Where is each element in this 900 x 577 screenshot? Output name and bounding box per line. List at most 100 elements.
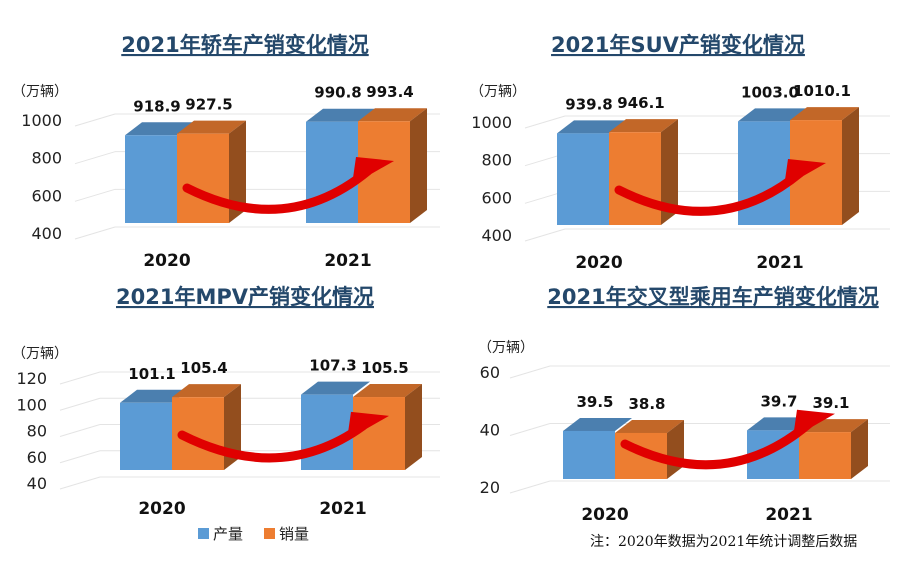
bar-production [557, 120, 626, 225]
gridline [59, 424, 101, 437]
x-category-label: 2020 [143, 251, 190, 271]
bar-top-face [790, 107, 859, 121]
trend-arrow-icon [182, 166, 373, 214]
bar-production [120, 389, 189, 470]
legend-swatch-production [198, 528, 209, 539]
bar-top-face [306, 108, 375, 122]
bar-front-face [306, 121, 358, 223]
data-label: 107.3 [309, 357, 356, 375]
gridline [509, 423, 551, 436]
gridline [509, 365, 551, 379]
data-label: 1010.1 [793, 82, 851, 100]
chart-title: 2021年MPV产销变化情况 [116, 285, 374, 309]
gridline [59, 476, 101, 490]
bar-side-face [851, 419, 868, 479]
x-category-label: 2020 [581, 505, 628, 525]
bar-top-face [301, 381, 370, 395]
bar-front-face [120, 402, 172, 470]
bar-side-face [661, 119, 678, 225]
bar-sales [353, 384, 422, 470]
chart-title: 2021年交叉型乘用车产销变化情况 [547, 285, 878, 309]
bar-side-face [229, 120, 246, 223]
data-label: 946.1 [617, 94, 664, 112]
bar-front-face [557, 133, 609, 225]
gridline [74, 226, 116, 240]
trend-arrow-icon [177, 421, 368, 463]
chart-panel: 2021年交叉型乘用车产销变化情况 （万辆） 60 40 20 39.5 38.8 2020 3… [478, 285, 890, 525]
x-category-label: 2021 [756, 253, 803, 273]
gridline [74, 151, 116, 165]
bar-top-face [177, 120, 246, 134]
gridline [59, 450, 101, 464]
y-tick-label: 100 [16, 395, 47, 414]
bar-front-face [125, 135, 177, 223]
gridline [59, 371, 101, 385]
bar-front-face [563, 430, 615, 479]
gridline [74, 113, 116, 127]
y-tick-label: 1000 [471, 113, 512, 132]
x-category-label: 2021 [765, 505, 812, 525]
data-label: 105.5 [361, 359, 408, 377]
data-label: 990.8 [314, 84, 361, 102]
data-label: 105.4 [180, 359, 227, 377]
footnote: 注：2020年数据为2021年统计调整后数据 [590, 534, 857, 550]
gridline [509, 480, 551, 494]
trend-arrow-icon [614, 168, 805, 216]
gridline [524, 115, 566, 129]
bar-sales [177, 120, 246, 223]
bar-production [563, 417, 632, 479]
legend-label-production: 产量 [213, 525, 243, 543]
data-label: 927.5 [185, 96, 232, 114]
x-category-label: 2020 [138, 499, 185, 519]
unit-label: （万辆） [470, 84, 526, 100]
gridline [74, 188, 116, 202]
bar-sales [615, 419, 684, 479]
bar-front-face [738, 121, 790, 225]
chart-panel: 2021年SUV产销变化情况 （万辆） 1000 800 600 400 939.8 946.… [470, 33, 890, 273]
chart-panel: 2021年MPV产销变化情况 （万辆） 120 100 80 60 40 101.1 105.4… [12, 285, 440, 519]
bar-sales [799, 419, 868, 479]
x-category-label: 2020 [575, 253, 622, 273]
gridline [524, 228, 566, 242]
bar-top-face [120, 389, 189, 403]
gridline [59, 397, 101, 411]
chart-panel: 2021年轿车产销变化情况 （万辆） 1000 800 600 400 918.9 927.5… [12, 33, 440, 271]
data-label: 39.1 [812, 394, 849, 412]
bar-top-face [615, 419, 684, 433]
trend-arrow-head-icon [784, 158, 826, 187]
x-category-label: 2021 [324, 251, 371, 271]
bar-top-face [738, 108, 807, 122]
y-tick-label: 600 [481, 188, 512, 207]
bar-production [301, 381, 370, 470]
data-label: 993.4 [366, 83, 413, 101]
y-tick-label: 80 [27, 422, 47, 441]
data-label: 939.8 [565, 95, 612, 113]
y-tick-label: 800 [481, 151, 512, 170]
trend-arrow-head-icon [352, 156, 394, 185]
bar-top-face [563, 417, 632, 431]
bar-sales [609, 119, 678, 225]
bar-top-face [172, 384, 241, 398]
data-label: 39.7 [760, 392, 797, 410]
data-label: 918.9 [133, 97, 180, 115]
data-label: 38.8 [628, 395, 665, 413]
y-tick-label: 800 [31, 149, 62, 168]
bar-top-face [557, 120, 626, 134]
bar-top-face [609, 119, 678, 133]
x-category-label: 2021 [319, 499, 366, 519]
trend-arrow-icon [620, 419, 814, 470]
y-tick-label: 1000 [21, 111, 62, 130]
y-tick-label: 60 [480, 363, 500, 382]
bar-front-face [799, 432, 851, 479]
legend: 产量 销量 [198, 525, 309, 543]
y-tick-label: 40 [27, 474, 47, 493]
chart-title: 2021年轿车产销变化情况 [121, 33, 368, 57]
bar-front-face [301, 394, 353, 470]
unit-label: （万辆） [478, 340, 534, 356]
chart-title: 2021年SUV产销变化情况 [551, 33, 805, 57]
unit-label: （万辆） [12, 84, 68, 100]
bar-front-face [609, 132, 661, 225]
bar-production [125, 122, 194, 223]
